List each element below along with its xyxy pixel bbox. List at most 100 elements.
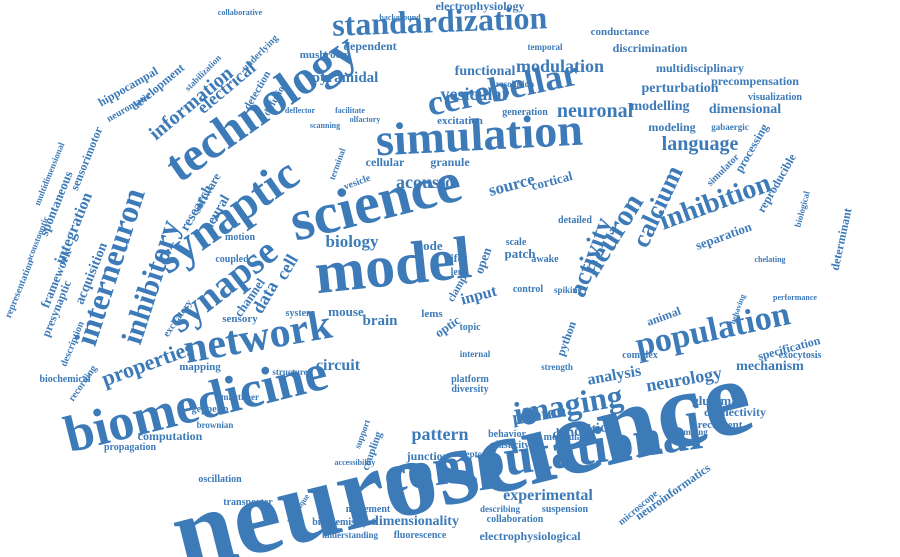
cloud-word: facilitate	[335, 106, 365, 115]
cloud-word: topic	[459, 322, 481, 333]
cloud-word: neuronal	[557, 100, 634, 122]
cloud-word: connectivity	[704, 405, 766, 419]
cloud-word: system	[286, 308, 316, 319]
cloud-word: scale	[506, 237, 527, 248]
cloud-word: glutamate	[692, 393, 748, 408]
cloud-word: mushroom	[300, 49, 351, 61]
cloud-word: discrimination	[613, 41, 688, 55]
cloud-word: standardization	[331, 0, 547, 43]
cloud-word: describing	[480, 504, 521, 514]
cloud-word: representation	[3, 258, 37, 320]
cloud-word: electrophysiological	[479, 529, 581, 543]
cloud-word: coupled	[215, 254, 249, 265]
cloud-word: performance	[773, 293, 817, 302]
cloud-word: propagation	[104, 442, 156, 453]
cloud-word: sensorimotor	[67, 124, 105, 192]
cloud-word: patch	[504, 246, 536, 261]
cloud-word: modeling	[648, 120, 695, 134]
cloud-word: dimensionality	[371, 514, 459, 529]
cloud-word: scanning	[310, 121, 340, 130]
cloud-word: acousto	[396, 172, 454, 192]
cloud-word: source	[486, 169, 537, 200]
cloud-word: excitation	[437, 115, 483, 127]
cloud-word: len	[451, 267, 464, 278]
cloud-word: junction	[406, 449, 450, 463]
cloud-word: deflector	[285, 106, 316, 115]
cloud-word: electrophysiology	[435, 0, 524, 13]
cloud-word: geppetto	[192, 404, 229, 415]
cloud-word: python	[554, 319, 580, 358]
cloud-word: molecular	[544, 432, 587, 443]
cloud-word: gabaergic	[711, 122, 749, 132]
cloud-word: multidisciplinary	[656, 61, 744, 75]
cloud-word: vesicular	[441, 84, 510, 104]
cloud-word: sensory	[222, 313, 258, 325]
cloud-word: circuit	[316, 357, 361, 374]
cloud-word: computation	[138, 429, 203, 443]
cloud-word: mouse	[328, 304, 364, 319]
cloud-word: model	[312, 224, 475, 306]
cloud-word: language	[662, 133, 739, 155]
cloud-word: life	[447, 251, 464, 265]
cloud-word: determinant	[828, 207, 855, 272]
cloud-word: granule	[430, 155, 470, 169]
cloud-word: perturbation	[642, 81, 719, 96]
cloud-word: resolution	[496, 79, 534, 89]
cloud-word: pattern	[412, 424, 469, 444]
cloud-word: accessibility	[335, 458, 376, 467]
cloud-word: detailed	[558, 215, 592, 226]
cloud-word: clamping	[672, 427, 708, 437]
cloud-word: separation	[693, 218, 754, 252]
cloud-word: experimental	[503, 487, 593, 504]
cloud-word: complex	[622, 350, 658, 361]
cloud-word: diversity	[451, 384, 488, 395]
cloud-word: suspension	[542, 504, 589, 515]
cloud-word: fluorescence	[394, 530, 447, 541]
cloud-word: transporter	[223, 497, 273, 508]
cloud-word: awake	[531, 254, 559, 265]
cloud-word: collaboration	[487, 514, 544, 525]
cloud-word: oscillation	[198, 474, 242, 485]
cloud-word: recurrent	[698, 419, 743, 431]
cloud-word: chelating	[754, 255, 785, 264]
cloud-word: platform	[451, 374, 489, 385]
cloud-word: dimensional	[709, 102, 781, 117]
cloud-word: biochemical	[39, 374, 90, 385]
cloud-word: cellular	[366, 155, 405, 169]
cloud-word: biochemistry	[312, 517, 368, 528]
cloud-word: receptor	[454, 449, 486, 459]
cloud-word: exocytosis	[779, 350, 822, 361]
cloud-word: spiking	[554, 285, 583, 295]
cloud-word: mechanism	[736, 359, 804, 374]
cloud-word: acoustooptic	[24, 215, 51, 263]
cloud-word: control	[513, 284, 544, 295]
cloud-word: simulation	[374, 104, 583, 166]
cloud-word: modulation	[516, 56, 604, 76]
cloud-word: strength	[541, 362, 573, 372]
cloud-word: functional	[455, 64, 516, 79]
cloud-word: movement	[346, 504, 391, 515]
cloud-word: biological	[792, 190, 811, 229]
cloud-word: brain	[362, 313, 398, 329]
cloud-word: biology	[326, 232, 379, 251]
cloud-word: conductance	[591, 26, 650, 38]
cloud-word: collaborative	[218, 8, 263, 17]
cloud-word: olfactory	[350, 115, 381, 124]
cloud-word: generation	[502, 107, 548, 118]
cloud-word: pyramidal	[312, 70, 379, 86]
cloud-word: lems	[421, 308, 443, 320]
cloud-word: code	[417, 238, 443, 253]
cloud-word: background	[379, 13, 421, 22]
cloud-word: internal	[460, 349, 491, 359]
cloud-word: modelling	[630, 99, 689, 114]
cloud-word: temporal	[528, 42, 563, 52]
cloud-word: open	[471, 245, 495, 276]
cloud-word: mauthner	[221, 392, 259, 402]
cloud-word: behavior	[488, 429, 526, 440]
cloud-word: brownian	[197, 420, 234, 430]
cloud-word: cortical	[530, 168, 575, 193]
cloud-word: motion	[225, 232, 255, 243]
cloud-word: structure	[272, 367, 307, 377]
